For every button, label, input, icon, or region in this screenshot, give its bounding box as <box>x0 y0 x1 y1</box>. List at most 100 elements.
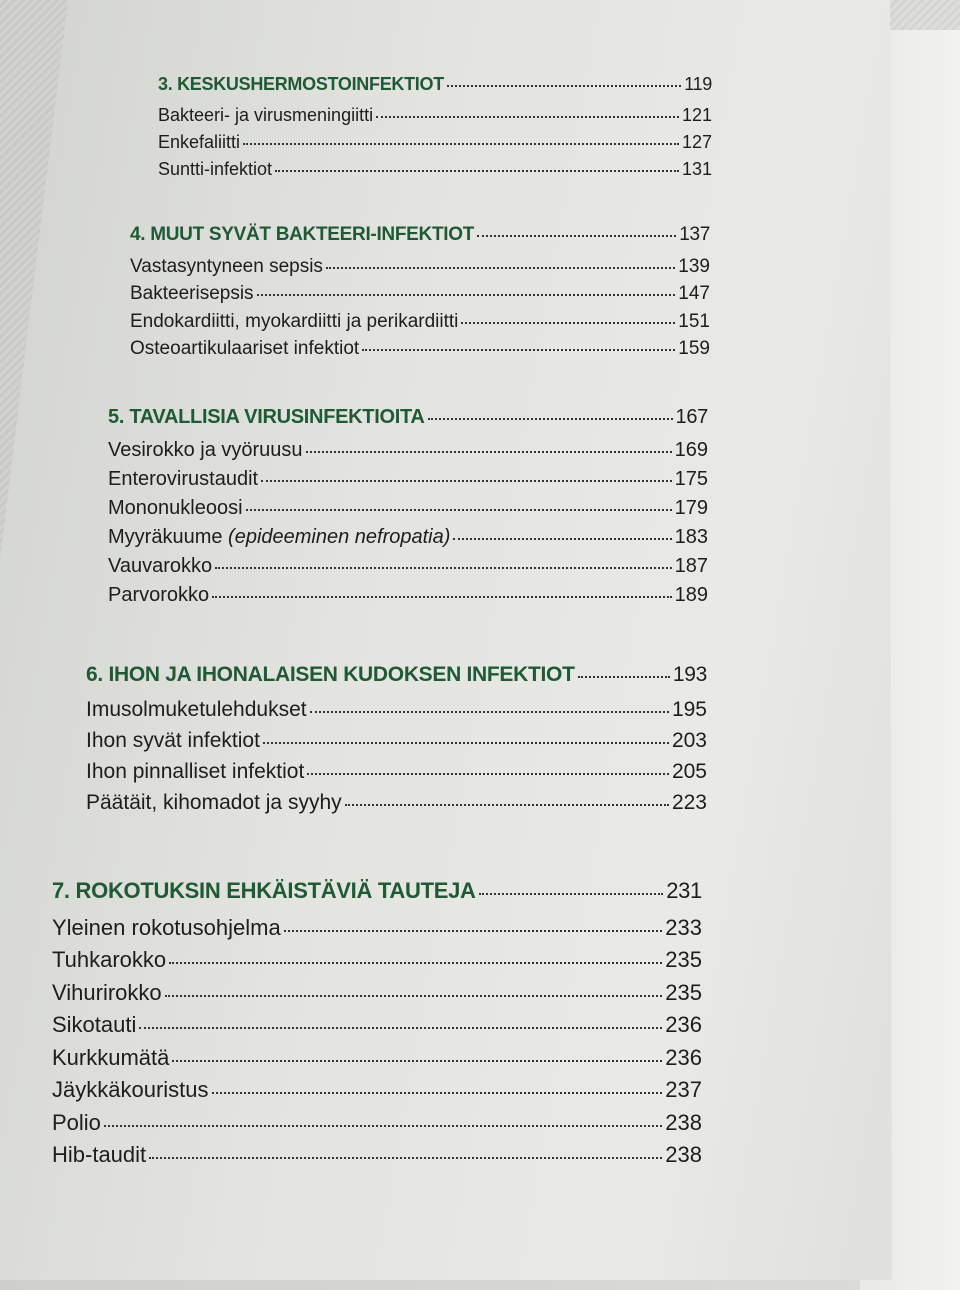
toc-entry[interactable]: Jäykkäkouristus 237 <box>52 1077 702 1110</box>
entry-title: Imusolmuketulehdukset <box>86 698 307 722</box>
dot-leader <box>305 451 672 453</box>
entry-text: Enterovirustaudit <box>108 468 259 490</box>
dot-leader <box>477 235 677 237</box>
entry-title: Jäykkäkouristus <box>52 1077 209 1103</box>
entry-text: 5. TAVALLISIA VIRUSINFEKTIOITA <box>108 406 425 428</box>
toc-entry[interactable]: Enkefaliitti 127 <box>158 132 712 159</box>
page-number: 131 <box>681 159 712 179</box>
toc-entry[interactable]: Suntti-infektiot 131 <box>158 159 712 186</box>
toc-entry[interactable]: Parvorokko 189 <box>108 584 708 613</box>
toc-entry[interactable]: Vihurirokko 235 <box>52 980 702 1013</box>
dot-leader <box>169 962 663 964</box>
toc-entry[interactable]: Päätäit, kihomadot ja syyhy 223 <box>86 791 707 822</box>
entry-text: Vihurirokko <box>52 979 162 1005</box>
dot-leader <box>362 349 676 351</box>
toc-entry[interactable]: Polio 238 <box>52 1110 702 1143</box>
toc-entry[interactable]: Imusolmuketulehdukset 195 <box>86 698 707 729</box>
entry-title: 5. TAVALLISIA VIRUSINFEKTIOITA <box>108 406 425 429</box>
entry-title: Vesirokko ja vyöruusu <box>108 439 303 462</box>
entry-title: Parvorokko <box>108 584 209 607</box>
entry-text: Bakteerisepsis <box>130 283 254 304</box>
page-number: 235 <box>665 979 702 1005</box>
entry-text: Ihon pinnalliset infektiot <box>86 760 305 783</box>
dot-leader <box>212 596 672 598</box>
entry-text: 3. KESKUSHERMOSTOINFEKTIOT <box>158 74 444 94</box>
toc-section: 4. MUUT SYVÄT BAKTEERI-INFEKTIOT 137 Vasta… <box>130 224 710 366</box>
page-number: 237 <box>665 1077 702 1102</box>
toc-entry[interactable]: Yleinen rokotusohjelma 233 <box>52 915 702 948</box>
toc-entry[interactable]: Vesirokko ja vyöruusu 169 <box>108 439 708 468</box>
entry-title: Tuhkarokko <box>52 947 166 973</box>
toc-entry[interactable]: Endokardiitti, myokardiitti ja perikardi… <box>130 311 710 339</box>
page-number: 238 <box>665 1109 702 1135</box>
entry-text: Tuhkarokko <box>52 947 167 972</box>
page-number: 205 <box>671 760 707 783</box>
entry-text: Päätäit, kihomadot ja syyhy <box>86 791 342 814</box>
page-number: 238 <box>665 1142 702 1167</box>
toc-entry[interactable]: Ihon syvät infektiot 203 <box>86 729 707 760</box>
toc-entry[interactable]: Bakteeri- ja virusmeningiitti 121 <box>158 105 712 132</box>
entry-text: 7. ROKOTUKSIN EHKÄISTÄVIÄ TAUTEJA <box>52 878 476 903</box>
toc-entry[interactable]: Myyräkuume (epideeminen nefropatia) 183 <box>108 526 708 555</box>
entry-text: Vesirokko ja vyöruusu <box>108 439 303 461</box>
page-number: 195 <box>671 698 707 721</box>
toc-entry[interactable]: Sikotauti 236 <box>52 1012 702 1045</box>
toc-entry[interactable]: Tuhkarokko 235 <box>52 947 702 980</box>
dot-leader <box>164 994 663 997</box>
page-number: 223 <box>671 791 707 814</box>
entry-title: Vihurirokko <box>52 980 162 1006</box>
entry-title: Bakteerisepsis <box>130 283 254 305</box>
toc-entry[interactable]: Mononukleoosi 179 <box>108 497 708 526</box>
toc-entry[interactable]: Kurkkumätä 236 <box>52 1045 702 1078</box>
page-number: 147 <box>678 283 710 304</box>
entry-text: Ihon syvät infektiot <box>86 729 260 752</box>
dot-leader <box>256 294 676 296</box>
dot-leader <box>427 418 673 420</box>
entry-text: Yleinen rokotusohjelma <box>52 914 281 940</box>
page-number: 183 <box>674 526 708 548</box>
page-number: 193 <box>672 663 707 686</box>
toc-entry[interactable]: Vauvarokko 187 <box>108 555 708 584</box>
entry-text: Parvorokko <box>108 584 210 606</box>
toc-entry[interactable]: Bakteerisepsis 147 <box>130 283 710 311</box>
dot-leader <box>344 804 669 806</box>
entry-title: 4. MUUT SYVÄT BAKTEERI-INFEKTIOT <box>130 224 474 246</box>
dot-leader <box>172 1059 663 1062</box>
entry-text: Jäykkäkouristus <box>52 1077 209 1102</box>
entry-title: Yleinen rokotusohjelma <box>52 915 281 941</box>
entry-text: Myyräkuume <box>108 526 223 548</box>
entry-text: Enkefaliitti <box>158 132 241 152</box>
entry-title: Osteoartikulaariset infektiot <box>130 338 359 360</box>
dot-leader <box>139 1027 663 1029</box>
entry-text: Mononukleoosi <box>108 497 243 519</box>
page-number: 236 <box>665 1012 702 1037</box>
section-heading[interactable]: 4. MUUT SYVÄT BAKTEERI-INFEKTIOT 137 <box>130 224 710 252</box>
toc-entry[interactable]: Enterovirustaudit 175 <box>108 468 708 497</box>
page-number: 139 <box>678 255 710 277</box>
entry-text: Osteoartikulaariset infektiot <box>130 338 360 359</box>
toc-entry[interactable]: Osteoartikulaariset infektiot 159 <box>130 338 710 366</box>
section-heading[interactable]: 5. TAVALLISIA VIRUSINFEKTIOITA 167 <box>108 406 708 435</box>
page-number: 187 <box>674 555 708 577</box>
entry-title: Polio <box>52 1110 101 1136</box>
section-heading[interactable]: 3. KESKUSHERMOSTOINFEKTIOT 119 <box>158 74 712 101</box>
page-number: 189 <box>674 584 708 606</box>
dot-leader <box>461 321 676 324</box>
toc-entry[interactable]: Hib-taudit 238 <box>52 1142 702 1175</box>
toc-entry[interactable]: Vastasyntyneen sepsis 139 <box>130 256 710 284</box>
entry-title: Kurkkumätä <box>52 1045 169 1071</box>
entry-title: Vastasyntyneen sepsis <box>130 256 323 278</box>
page-number: 233 <box>665 914 702 940</box>
section-heading[interactable]: 7. ROKOTUKSIN EHKÄISTÄVIÄ TAUTEJA 231 <box>52 878 702 911</box>
page-number: 235 <box>665 947 702 972</box>
entry-title: Hib-taudit <box>52 1142 146 1168</box>
toc-section: 3. KESKUSHERMOSTOINFEKTIOT 119 Bakteeri- j… <box>158 74 712 186</box>
section-heading[interactable]: 6. IHON JA IHONALAISEN KUDOKSEN INFEKTIO… <box>86 663 707 694</box>
page-number: 127 <box>681 132 712 152</box>
entry-text: Hib-taudit <box>52 1142 147 1167</box>
dot-leader <box>478 893 664 895</box>
entry-text: Vauvarokko <box>108 555 213 577</box>
toc-entry[interactable]: Ihon pinnalliset infektiot 205 <box>86 760 707 791</box>
entry-title: 6. IHON JA IHONALAISEN KUDOKSEN INFEKTIO… <box>86 663 575 687</box>
toc-section: 7. ROKOTUKSIN EHKÄISTÄVIÄ TAUTEJA 231 Ylei… <box>52 878 702 1175</box>
